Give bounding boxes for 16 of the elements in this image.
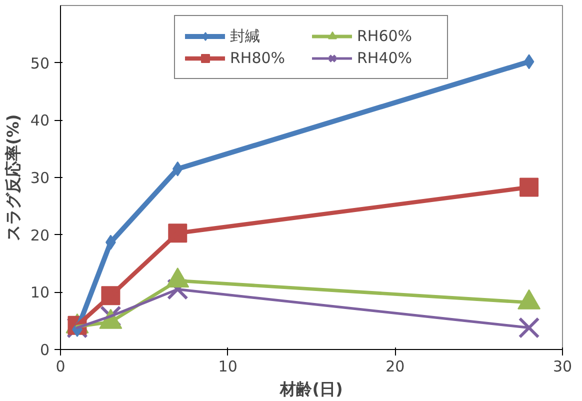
x-tick-label: 20	[386, 358, 405, 376]
y-tick-label: 30	[30, 169, 50, 187]
x-tick-label: 30	[552, 358, 572, 376]
y-tick-label: 20	[30, 226, 50, 244]
y-tick-label: 0	[40, 341, 50, 359]
y-tick-label: 10	[30, 284, 50, 302]
y-axis-title: スラグ反応率(%)	[3, 114, 22, 241]
legend-label: RH40%	[357, 49, 414, 67]
x-axis-title: 材齢(日)	[279, 380, 343, 398]
legend-label: RH80%	[230, 49, 286, 67]
y-tick-label: 50	[30, 54, 50, 72]
legend-label: RH60%	[357, 27, 414, 45]
legend-label: 封緘	[230, 26, 261, 46]
x-tick-label: 0	[56, 358, 66, 376]
x-tick-label: 10	[218, 358, 238, 376]
y-tick-label: 40	[30, 112, 50, 130]
